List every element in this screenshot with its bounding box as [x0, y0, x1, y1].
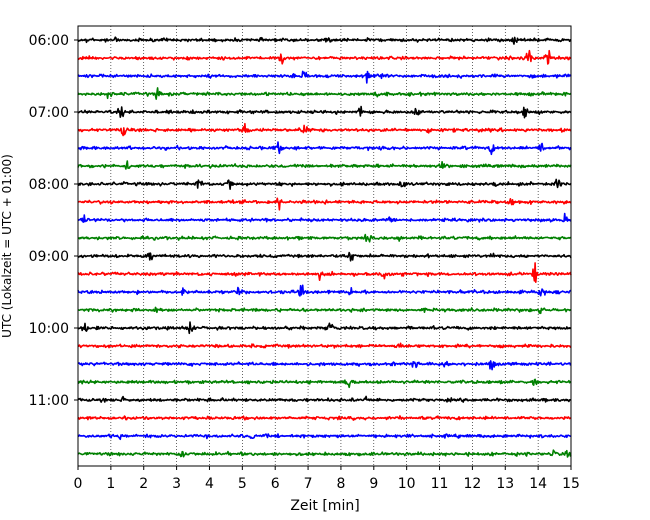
- seismic-trace: [77, 306, 572, 315]
- x-tick-label: 1: [106, 476, 115, 492]
- x-tick-label: 6: [271, 476, 280, 492]
- x-tick-label: 7: [304, 476, 313, 492]
- seismic-trace: [77, 251, 572, 262]
- x-tick-label: 14: [529, 476, 547, 492]
- seismic-trace: [77, 395, 572, 403]
- seismic-trace: [77, 415, 572, 421]
- seismic-trace: [77, 141, 572, 156]
- y-tick-label: 07:00: [29, 105, 69, 121]
- grid-lines: [110, 26, 539, 466]
- x-tick-label: 8: [336, 476, 345, 492]
- x-axis-label: Zeit [min]: [290, 498, 359, 514]
- seismic-trace: [77, 433, 572, 441]
- x-tick-label: 9: [369, 476, 378, 492]
- y-tick-label: 11:00: [29, 393, 69, 409]
- seismic-trace: [77, 233, 572, 243]
- seismic-trace: [77, 160, 572, 170]
- y-tick-label: 10:00: [29, 321, 69, 337]
- seismic-trace: [77, 49, 572, 65]
- seismic-trace: [77, 87, 572, 100]
- seismic-trace: [77, 342, 572, 349]
- y-axis-ticks: 06:00 07:00 08:00 09:00 10:00 11:00: [29, 33, 78, 409]
- seismic-trace: [77, 197, 572, 211]
- seismic-trace: [77, 36, 572, 45]
- x-tick-label: 13: [496, 476, 514, 492]
- x-tick-label: 4: [205, 476, 214, 492]
- seismic-trace: [77, 70, 572, 84]
- seismic-trace: [77, 378, 572, 389]
- y-tick-label: 06:00: [29, 33, 69, 49]
- x-tick-label: 12: [463, 476, 481, 492]
- x-tick-label: 3: [172, 476, 181, 492]
- seismic-trace: [77, 105, 572, 119]
- seismic-trace: [77, 284, 572, 297]
- seismic-trace: [77, 360, 572, 371]
- trace-series: [77, 36, 572, 458]
- y-axis-label: UTC (Lokalzeit = UTC + 01:00): [0, 154, 14, 338]
- seismic-trace: [77, 212, 572, 223]
- x-tick-label: 0: [74, 476, 83, 492]
- y-tick-label: 08:00: [29, 177, 69, 193]
- seismic-trace: [77, 449, 572, 458]
- x-tick-label: 2: [139, 476, 148, 492]
- x-axis-ticks: 0 1 2 3 4 5 6 7 8 9 10 11 12 13 14 15: [74, 466, 580, 492]
- seismic-trace: [77, 262, 572, 284]
- x-tick-label: 10: [398, 476, 416, 492]
- x-tick-label: 15: [562, 476, 580, 492]
- x-tick-label: 5: [238, 476, 247, 492]
- seismic-trace: [77, 122, 572, 137]
- plot-frame: [77, 25, 572, 467]
- seismic-trace: [77, 178, 572, 190]
- seismic-trace: [77, 321, 572, 335]
- x-tick-label: 11: [431, 476, 449, 492]
- y-tick-label: 09:00: [29, 249, 69, 265]
